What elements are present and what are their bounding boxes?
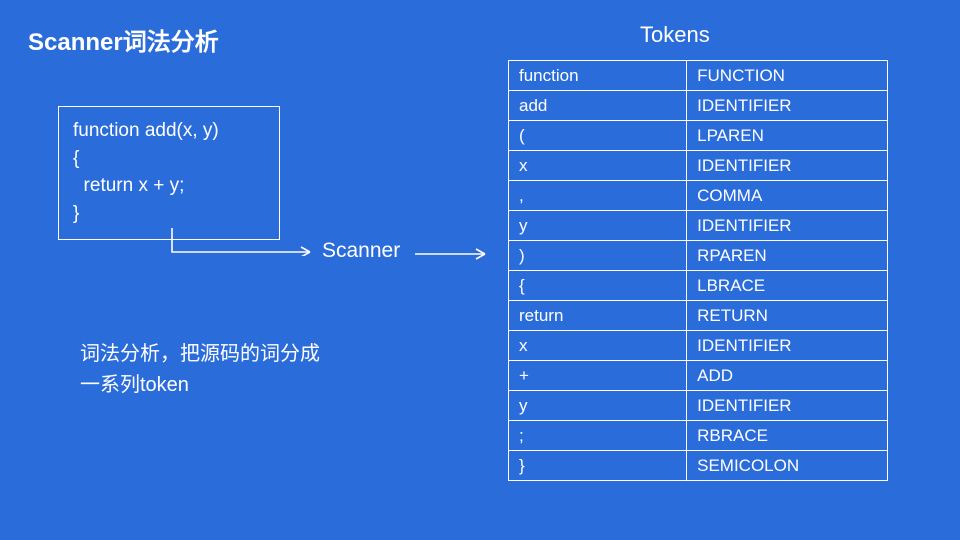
table-cell: x [509,331,687,361]
table-cell: ( [509,121,687,151]
table-cell: RBRACE [687,421,888,451]
table-row: ,COMMA [509,181,888,211]
table-cell: RETURN [687,301,888,331]
table-cell: ; [509,421,687,451]
table-row: returnRETURN [509,301,888,331]
desc-line: 词法分析，把源码的词分成 [80,339,420,370]
table-row: ;RBRACE [509,421,888,451]
tokens-heading: Tokens [640,22,710,48]
page-title: Scanner词法分析 [28,22,219,57]
code-line: function add(x, y) [73,117,267,145]
table-cell: RPAREN [687,241,888,271]
table-cell: IDENTIFIER [687,151,888,181]
table-cell: ) [509,241,687,271]
source-code-box: function add(x, y) { return x + y; } [58,106,280,240]
table-cell: IDENTIFIER [687,211,888,241]
code-line: return x + y; [73,172,267,200]
table-row: yIDENTIFIER [509,391,888,421]
table-row: )RPAREN [509,241,888,271]
table-cell: LPAREN [687,121,888,151]
table-cell: y [509,211,687,241]
desc-line: 一系列token [80,370,420,401]
table-row: addIDENTIFIER [509,91,888,121]
code-line: } [73,200,267,228]
scanner-label: Scanner [322,239,400,263]
table-row: xIDENTIFIER [509,331,888,361]
table-cell: return [509,301,687,331]
table-row: +ADD [509,361,888,391]
table-cell: COMMA [687,181,888,211]
table-cell: ADD [687,361,888,391]
tokens-table: functionFUNCTIONaddIDENTIFIER(LPARENxIDE… [508,60,888,481]
table-row: functionFUNCTION [509,61,888,91]
table-cell: SEMICOLON [687,451,888,481]
table-cell: add [509,91,687,121]
flow-arrow-2-icon [415,247,493,261]
table-row: }SEMICOLON [509,451,888,481]
table-row: xIDENTIFIER [509,151,888,181]
table-row: {LBRACE [509,271,888,301]
table-cell: IDENTIFIER [687,391,888,421]
table-cell: IDENTIFIER [687,91,888,121]
flow-arrow-1-icon [170,228,320,256]
table-cell: { [509,271,687,301]
table-cell: x [509,151,687,181]
table-row: (LPAREN [509,121,888,151]
table-cell: IDENTIFIER [687,331,888,361]
table-cell: } [509,451,687,481]
table-row: yIDENTIFIER [509,211,888,241]
code-line: { [73,145,267,173]
table-cell: LBRACE [687,271,888,301]
table-cell: function [509,61,687,91]
table-cell: FUNCTION [687,61,888,91]
table-cell: , [509,181,687,211]
table-cell: y [509,391,687,421]
table-cell: + [509,361,687,391]
description-text: 词法分析，把源码的词分成 一系列token [80,339,420,401]
